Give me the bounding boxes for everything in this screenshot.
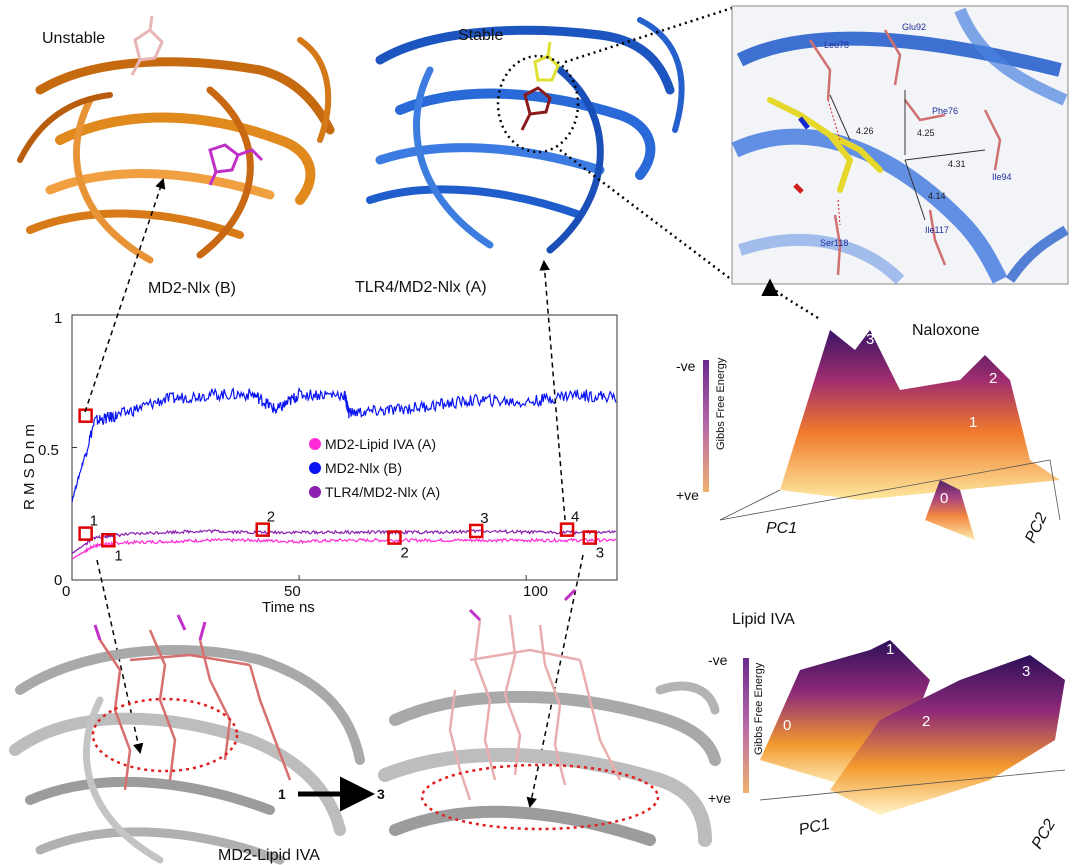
- link-arrow: [84, 178, 166, 413]
- lipid-landscape: [743, 640, 1066, 815]
- scale-bottom-label: +ve: [708, 790, 731, 806]
- transition-to-label: 3: [377, 786, 385, 802]
- binding-site-ellipse: [91, 697, 239, 773]
- residue-label: Ser118: [820, 238, 848, 248]
- peak-label: 3: [866, 331, 874, 348]
- legend-swatch: [309, 438, 321, 450]
- snapshot-label: 2: [400, 545, 408, 562]
- link-arrow: [539, 259, 566, 521]
- peak-label: 3: [1022, 663, 1030, 680]
- binding-site-ellipse: [420, 763, 660, 831]
- stable-caption: TLR4/MD2-Nlx (A): [355, 279, 487, 296]
- scale-top-label: -ve: [676, 358, 696, 374]
- snapshot-label: 3: [596, 545, 604, 562]
- landscape-grid: [719, 489, 781, 521]
- legend-entry: MD2-Lipid IVA (A): [325, 436, 436, 452]
- snapshot-label: 1: [90, 513, 98, 530]
- unstable-caption: MD2-Nlx (B): [148, 280, 236, 297]
- peak-label: 4: [815, 320, 823, 337]
- lipid-landscape-title: Lipid IVA: [732, 611, 795, 628]
- peak-label: 2: [922, 713, 930, 730]
- residue-label: Phe76: [932, 106, 958, 116]
- distance-label: 4.31: [948, 159, 966, 169]
- snapshot-marker: [78, 526, 93, 541]
- y-axis-label: R M S D n m: [21, 424, 38, 510]
- y-tick-label: 1: [54, 310, 62, 327]
- snapshot-label: 2: [267, 509, 275, 526]
- pc1-axis-label: PC1: [766, 520, 797, 537]
- lipid-left-illustration: [9, 614, 365, 865]
- unstable-title: Unstable: [42, 30, 105, 47]
- distance-label: 4.14: [928, 191, 946, 201]
- stable-title: Stable: [458, 27, 503, 44]
- pc1-axis-label: PC1: [797, 816, 831, 839]
- series-line: [71, 386, 617, 503]
- energy-surface: [780, 330, 1060, 500]
- x-tick-label: 50: [284, 583, 301, 600]
- snapshot-label: 3: [480, 510, 488, 527]
- naloxone-title: Naloxone: [912, 322, 980, 339]
- snapshot-marker: [468, 523, 484, 539]
- x-axis-label: Time ns: [262, 599, 315, 616]
- residue-label: Leu78: [824, 40, 849, 50]
- peak-label: 1: [886, 641, 894, 658]
- distance-label: 4.26: [856, 126, 874, 136]
- snapshot-marker: [582, 530, 597, 545]
- energy-colorbar: [743, 658, 749, 793]
- x-tick-label: 100: [523, 583, 548, 600]
- y-tick-label: 0: [54, 572, 62, 589]
- peak-label: 0: [940, 490, 948, 507]
- snapshot-label: 4: [571, 509, 579, 526]
- snapshot-marker: [387, 530, 402, 545]
- link-arrow: [526, 554, 584, 809]
- colorbar-label: Gibbs Free Energy: [753, 662, 765, 755]
- naloxone-landscape: [703, 330, 1061, 540]
- energy-surface: [925, 480, 975, 540]
- transition-from-label: 1: [278, 786, 286, 802]
- snapshot-marker: [255, 522, 270, 537]
- lipid-left-caption: MD2-Lipid IVA: [218, 847, 320, 864]
- landscape-grid: [719, 459, 1061, 521]
- snapshot-label: 1: [114, 547, 122, 564]
- unstable-protein-illustration: [17, 15, 335, 264]
- chart-legend: MD2-Lipid IVA (A) MD2-Nlx (B) TLR4/MD2-N…: [309, 436, 440, 500]
- peak-label: 2: [989, 370, 997, 387]
- residue-label: Ile94: [992, 172, 1012, 182]
- scale-top-label: -ve: [708, 652, 728, 668]
- legend-swatch: [309, 462, 321, 474]
- peak-label: 1: [969, 414, 977, 431]
- stable-protein-illustration: [366, 17, 685, 254]
- peak-label: 0: [783, 717, 791, 734]
- pc2-axis-label: PC2: [1029, 816, 1059, 852]
- series-line: [71, 537, 616, 560]
- residue-label: Ile117: [925, 225, 949, 235]
- zoom-inset: [731, 5, 1069, 285]
- scale-bottom-label: +ve: [676, 487, 699, 503]
- series-line: [71, 528, 617, 555]
- x-tick-label: 0: [62, 583, 70, 600]
- legend-swatch: [309, 486, 321, 498]
- energy-colorbar: [703, 360, 709, 492]
- plot-frame: [71, 314, 618, 581]
- energy-surface: [830, 655, 1065, 815]
- pc2-axis-label: PC2: [1022, 510, 1051, 545]
- distance-label: 4.25: [917, 128, 935, 138]
- residue-label: Glu92: [902, 22, 926, 32]
- snapshot-marker: [101, 533, 116, 548]
- y-tick-label: 0.5: [38, 442, 59, 459]
- legend-entry: MD2-Nlx (B): [325, 460, 402, 476]
- inset-link-arrow: [761, 278, 819, 320]
- lipid-right-illustration: [378, 588, 721, 847]
- colorbar-label: Gibbs Free Energy: [715, 357, 727, 450]
- snapshot-marker: [559, 522, 575, 537]
- landscape-grid: [759, 769, 1066, 801]
- legend-entry: TLR4/MD2-Nlx (A): [325, 484, 440, 500]
